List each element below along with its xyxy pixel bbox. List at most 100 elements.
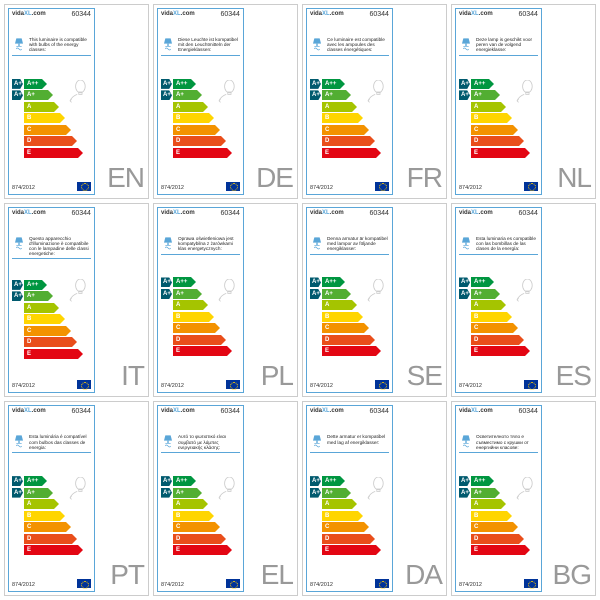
energy-description: Denna armatur är kompatibel med lampor a… [327,236,389,252]
energy-bar-B: B [322,511,358,521]
energy-bar-row: D [12,534,91,544]
energy-bar-A+: A+ [24,291,48,301]
eu-flag-icon [77,380,91,389]
selected-class-indicator: A++ [459,79,470,89]
energy-bar-A: A [173,102,203,112]
energy-description: Осветителното тяло е съвместимо с крушки… [476,434,538,450]
label-cell: vidaXL.com 60344 Dette armatur er kompat… [302,401,447,596]
language-code: FR [407,162,442,194]
energy-bar-C: C [322,125,364,135]
language-code: DE [256,162,293,194]
energy-bar-A+: A+ [471,90,495,100]
energy-bars: A++ A++ A+ A+ A B C D E [158,453,243,577]
energy-bar-A++: A++ [173,277,191,287]
energy-bar-row: B [161,511,240,521]
energy-bar-C: C [322,323,364,333]
language-code: PL [261,360,293,392]
bulb-pointer-icon [215,477,239,501]
brand-logo: vidaXL.com [12,408,46,433]
energy-bar-B: B [322,312,358,322]
selected-class-indicator: A++ [459,476,470,486]
energy-bar-D: D [471,136,519,146]
energy-bar-row: B [12,113,91,123]
selected-class-indicator: A++ [12,79,23,89]
energy-bar-A++: A++ [471,79,489,89]
energy-label-card: vidaXL.com 60344 Questo apparecchio d'il… [8,207,95,394]
lamp-icon [310,37,324,53]
eu-flag-icon [226,579,240,588]
regulation-number: 874/2012 [459,185,482,191]
energy-bar-E: E [173,148,227,158]
energy-bar-A++: A++ [24,280,42,290]
energy-label-card: vidaXL.com 60344 Ce luminaire est compat… [306,8,393,195]
energy-label-card: vidaXL.com 60344 Denna armatur är kompat… [306,207,393,394]
regulation-number: 874/2012 [459,383,482,389]
lamp-icon [459,434,473,450]
energy-bar-B: B [471,113,507,123]
energy-bar-row: C [459,125,538,135]
energy-description: This luminaire is compatible with bulbs … [29,37,91,53]
eu-flag-icon [226,182,240,191]
energy-bar-row: A [12,303,91,313]
product-number: 60344 [220,210,239,235]
energy-bar-row: D [12,337,91,347]
label-cell: vidaXL.com 60344 Denna armatur är kompat… [302,203,447,398]
product-number: 60344 [220,11,239,36]
eu-flag-icon [524,380,538,389]
energy-description: Esta luminária é compatível com bulbos d… [29,434,91,450]
energy-bar-C: C [173,522,215,532]
energy-bar-E: E [471,545,525,555]
energy-label-card: vidaXL.com 60344 Esta luminária é compat… [8,405,95,592]
energy-bar-row: E [12,148,91,158]
energy-bar-row: B [310,312,389,322]
energy-bar-row: D [161,136,240,146]
energy-bar-row: E [310,346,389,356]
eu-flag-icon [77,182,91,191]
energy-bar-B: B [173,511,209,521]
energy-description: Diese Leuchte ist kompatibel mit den Leu… [178,37,240,53]
energy-bars: A++ A++ A+ A+ A B C D E [456,56,541,180]
energy-bar-A+: A+ [322,289,346,299]
energy-description: Dette armatur er kompatibel med lag af e… [327,434,389,450]
energy-bar-A++: A++ [24,476,42,486]
label-cell: vidaXL.com 60344 Esta luminaria es compa… [451,203,596,398]
language-code: IT [121,360,144,392]
energy-bar-row: C [12,522,91,532]
brand-logo: vidaXL.com [161,11,195,36]
energy-bar-A: A [471,499,501,509]
eu-flag-icon [524,579,538,588]
lamp-icon [310,434,324,450]
bulb-pointer-icon [364,279,388,303]
energy-label-card: vidaXL.com 60344 Diese Leuchte ist kompa… [157,8,244,195]
energy-bar-E: E [471,346,525,356]
product-number: 60344 [369,210,388,235]
product-number: 60344 [369,11,388,36]
energy-bar-D: D [471,335,519,345]
energy-bar-A+: A+ [173,90,197,100]
regulation-number: 874/2012 [459,582,482,588]
product-number: 60344 [518,11,537,36]
brand-logo: vidaXL.com [12,11,46,36]
lamp-icon [161,434,175,450]
energy-bar-E: E [471,148,525,158]
energy-bar-D: D [322,136,370,146]
brand-logo: vidaXL.com [161,408,195,433]
energy-bar-row: E [459,346,538,356]
energy-bar-A++: A++ [471,277,489,287]
bulb-pointer-icon [66,279,90,303]
selected-class-indicator: A++ [459,277,470,287]
energy-bar-A+: A+ [24,488,48,498]
language-code: NL [557,162,591,194]
product-number: 60344 [71,11,90,36]
energy-bars: A++ A++ A+ A+ A B C D E [158,255,243,379]
selected-class-indicator: A++ [12,476,23,486]
energy-bar-A: A [322,499,352,509]
energy-bar-A+: A+ [471,488,495,498]
energy-bar-row: E [161,148,240,158]
selected-class-indicator: A+ [161,289,172,299]
language-code: SE [407,360,442,392]
energy-bar-row: D [459,335,538,345]
energy-bar-row: E [310,148,389,158]
language-code: EL [261,559,293,591]
energy-bar-A: A [24,499,54,509]
